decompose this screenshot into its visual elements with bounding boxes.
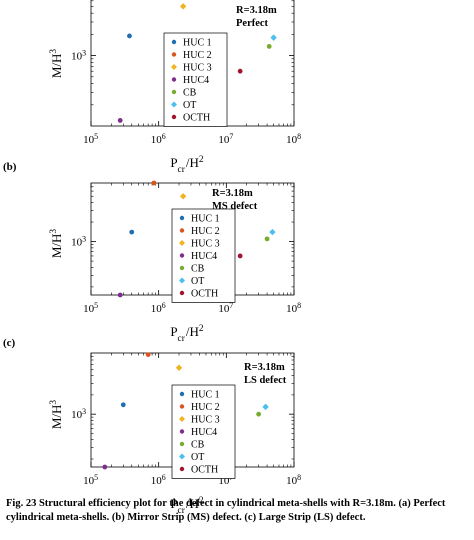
x-tick-label: 108 (286, 473, 302, 488)
annotation-case: Perfect (236, 18, 269, 29)
data-point (127, 33, 132, 39)
x-tick-label: 105 (83, 132, 99, 147)
annotation-case: MS defect (212, 201, 258, 212)
data-point (262, 403, 269, 411)
panel-label: (c) (3, 337, 16, 349)
data-point (266, 44, 272, 49)
y-tick-label: 103 (71, 234, 87, 249)
legend-marker (171, 77, 177, 82)
legend-marker (179, 228, 185, 233)
legend-entry: CB (183, 88, 197, 99)
legend-marker (179, 453, 185, 460)
y-tick-label: 103 (71, 407, 87, 422)
legend-marker (171, 39, 177, 45)
legend-marker (179, 253, 185, 258)
x-tick-label: 105 (83, 473, 99, 488)
x-tick-label: 106 (151, 301, 167, 316)
legend-marker (171, 52, 177, 57)
chart-panel-2: 105 106 107 108 103 Pcr /H2 M/H3 (b) R=3.… (3, 161, 302, 344)
legend-entry: CB (191, 440, 205, 451)
legend-entry: OCTH (183, 113, 210, 124)
data-point (237, 68, 243, 74)
x-tick-label: 106 (151, 132, 167, 147)
data-point (264, 236, 270, 242)
legend-marker (171, 64, 177, 70)
annotation-radius: R=3.18m (236, 5, 277, 16)
data-point (269, 228, 276, 236)
legend-entry: HUC4 (191, 251, 217, 262)
legend-entry: OT (183, 100, 196, 111)
legend-marker (179, 277, 185, 284)
y-axis-label: M/H3 (49, 48, 64, 78)
legend-entry: OT (191, 276, 204, 287)
data-point (145, 352, 151, 357)
data-point (120, 402, 126, 408)
data-point (237, 253, 243, 259)
data-point (129, 229, 135, 235)
legend-entry: HUC 3 (183, 63, 212, 74)
x-axis-label: Pcr /H2 (170, 324, 204, 344)
legend-marker (179, 265, 185, 271)
legend-marker (179, 404, 185, 409)
x-tick-label: 108 (286, 301, 302, 316)
legend-marker (179, 416, 185, 422)
x-tick-label: 105 (83, 301, 99, 316)
data-point (151, 180, 157, 186)
legend-entry: OCTH (191, 465, 218, 476)
y-axis-label: M/H3 (49, 228, 64, 258)
legend-entry: HUC 3 (191, 415, 220, 426)
legend-entry: HUC 2 (191, 402, 220, 413)
legend-entry: HUC 1 (183, 38, 212, 49)
data-point (179, 193, 187, 200)
x-tick-label: 107 (218, 132, 234, 147)
legend-entry: OCTH (191, 289, 218, 300)
legend-entry: HUC 1 (191, 390, 220, 401)
legend-entry: HUC 2 (183, 50, 212, 61)
y-axis-label: M/H3 (49, 399, 64, 429)
annotation-radius: R=3.18m (212, 188, 253, 199)
data-point (179, 3, 187, 10)
annotation-radius: R=3.18m (244, 362, 285, 373)
x-axis-label: Pcr /H2 (170, 155, 204, 175)
legend-entry: HUC4 (183, 75, 209, 86)
chart-panel-3: 105 106 107 108 103 Pcr /H2 M/H3 (c)R=3.… (3, 337, 302, 516)
legend-marker (171, 114, 177, 120)
data-point (117, 292, 123, 298)
legend-marker (179, 240, 185, 246)
legend-marker (179, 290, 185, 296)
data-point (175, 364, 183, 371)
legend-marker (179, 429, 185, 434)
x-tick-label: 107 (218, 301, 234, 316)
legend-entry: HUC 2 (191, 226, 220, 237)
legend-entry: HUC 3 (191, 239, 220, 250)
data-point (102, 464, 108, 470)
chart-panel-1: 105 106 107 108 103 Pcr /H2 M/H3 R=3.18m… (49, 0, 302, 175)
legend-marker (179, 441, 185, 447)
legend-entry: CB (191, 264, 205, 275)
x-tick-label: 108 (286, 132, 302, 147)
data-point (270, 34, 277, 41)
x-axis-label: Pcr /H2 (170, 496, 204, 516)
x-tick-label: 106 (151, 473, 167, 488)
legend-marker (171, 101, 177, 108)
data-point (117, 118, 123, 123)
panel-label: (b) (3, 161, 17, 173)
y-tick-label: 103 (71, 48, 87, 63)
data-point (256, 411, 262, 417)
legend-entry: HUC 1 (191, 214, 220, 225)
legend-entry: OT (191, 452, 204, 463)
legend-marker (179, 391, 185, 397)
annotation-case: LS defect (244, 375, 287, 386)
legend-marker (179, 215, 185, 221)
legend-entry: HUC4 (191, 427, 217, 438)
legend-marker (179, 466, 185, 472)
figure-caption: Fig. 23 Structural efficiency plot for t… (6, 498, 446, 523)
legend-marker (171, 89, 177, 95)
